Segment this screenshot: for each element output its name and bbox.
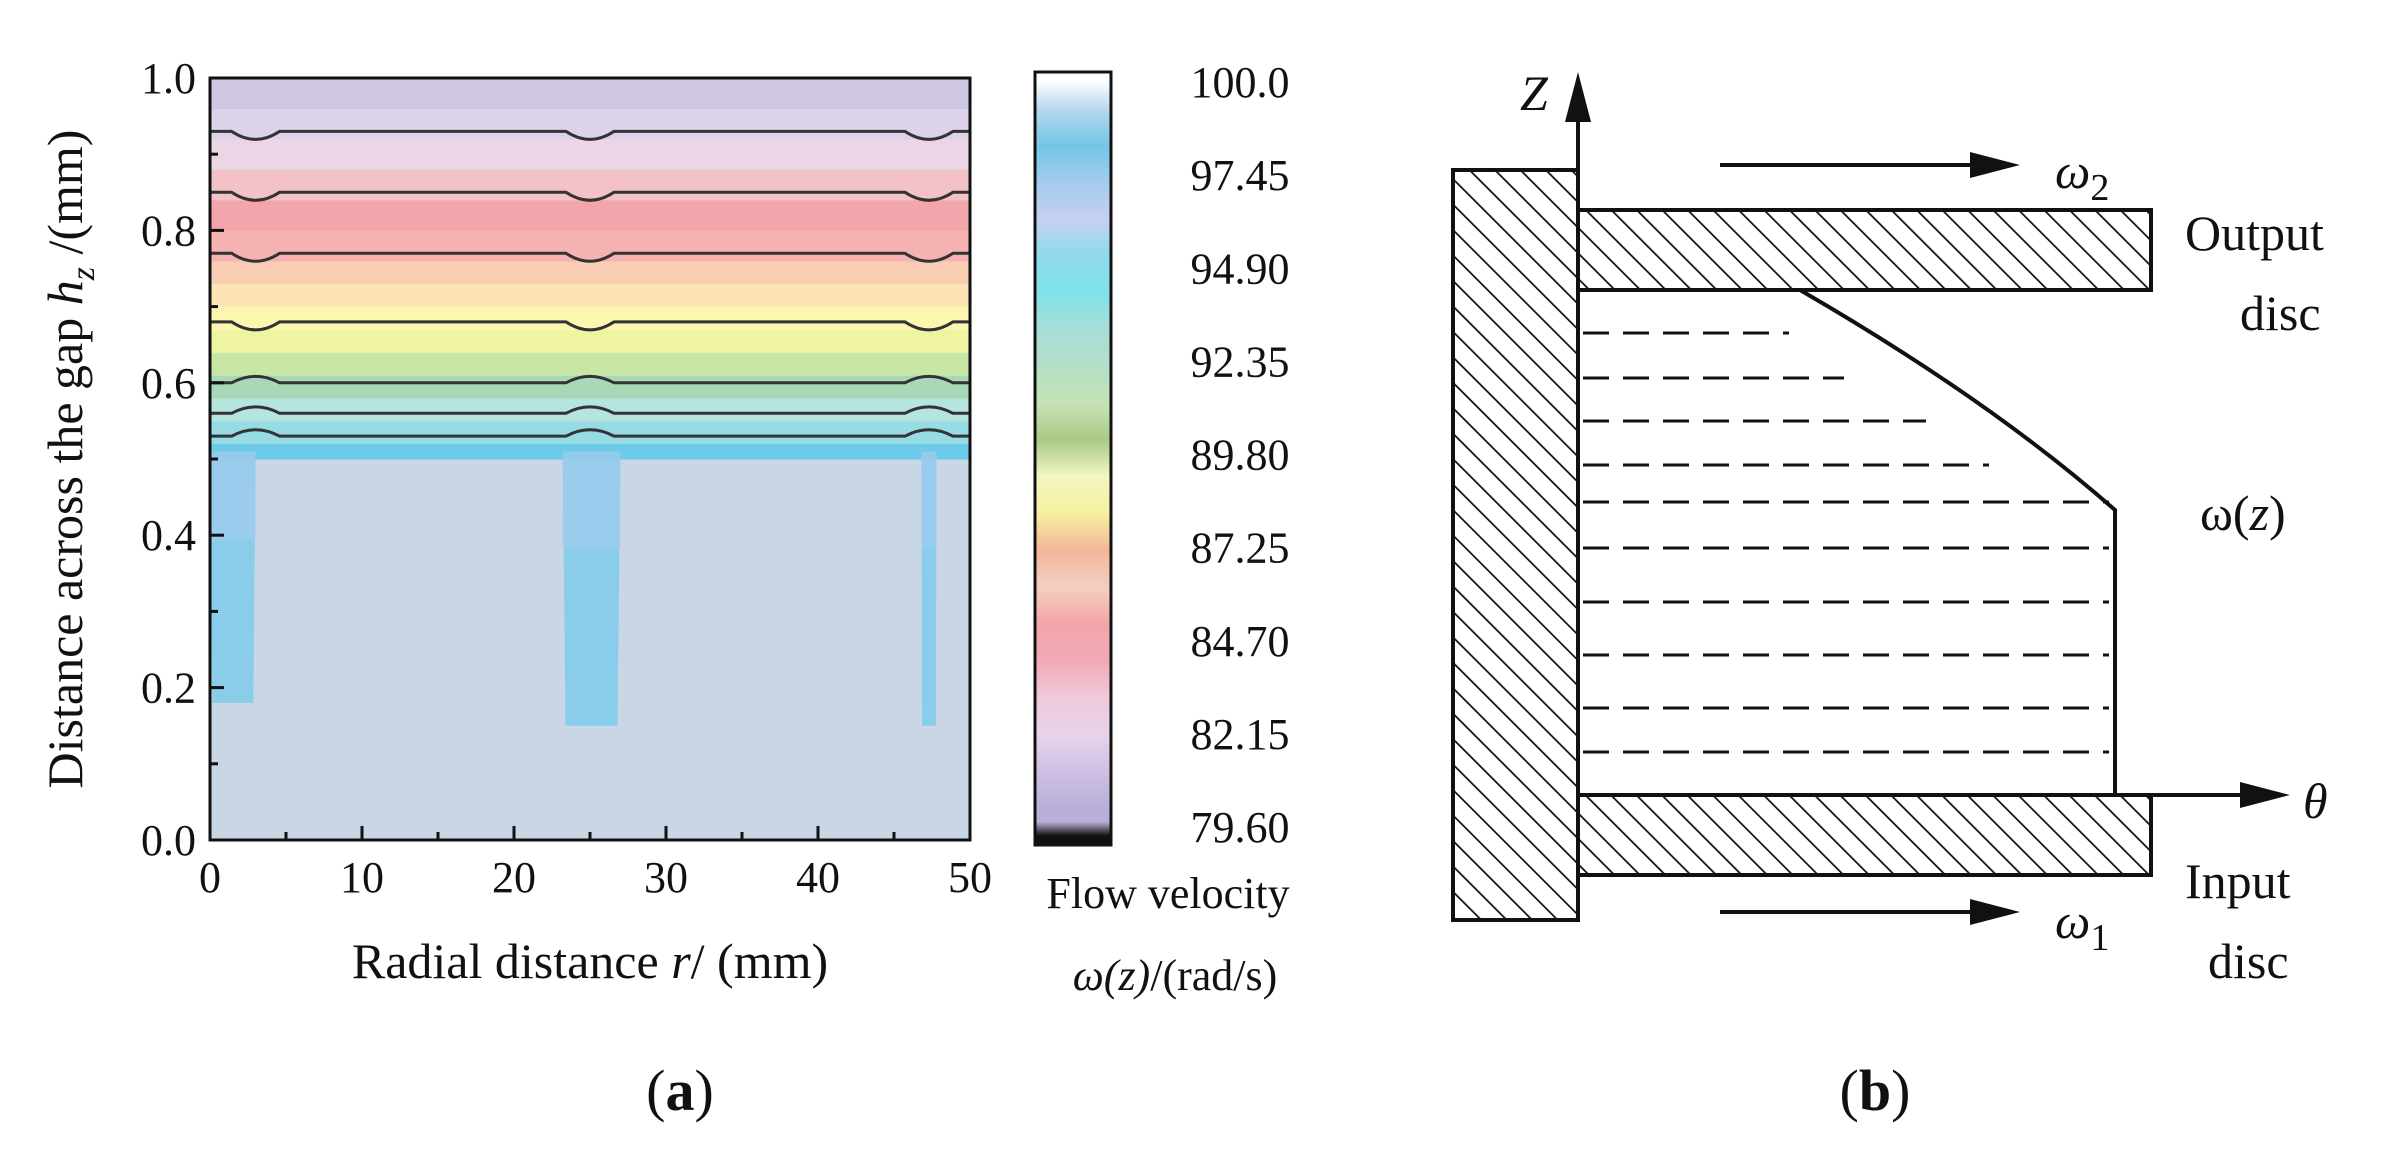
- contour-line-5: [210, 190, 970, 202]
- contour-band-2: [210, 398, 970, 422]
- pocket-top-shade-0: [210, 451, 256, 540]
- contour-band-6: [210, 306, 970, 330]
- contour-band-8: [210, 260, 970, 285]
- y-tick-label: 0.0: [141, 816, 196, 865]
- colorbar-gradient: [1033, 70, 1113, 847]
- z-axis-label: Z: [1520, 65, 1549, 121]
- profile-label: ω(z): [2200, 485, 2286, 541]
- contour-plot: 0 10 20 30 40 50 0.0 0.2 0.4 0.6 0.8 1.0 Radial di…: [37, 54, 992, 989]
- x-tick-label: 40: [796, 853, 840, 902]
- left-wall: [1451, 168, 1580, 922]
- y-axis-tick-labels: 0.0 0.2 0.4 0.6 0.8 1.0: [141, 54, 196, 865]
- omega2-label: ω2: [2055, 143, 2109, 209]
- panel-label-a: (a): [646, 1058, 714, 1123]
- x-tick-label: 50: [948, 853, 992, 902]
- pocket-top-shade-2: [921, 451, 937, 548]
- colorbar-tick-label: 84.70: [1191, 617, 1290, 666]
- y-axis-ticks: [210, 76, 224, 842]
- contour-band-1: [210, 420, 970, 445]
- contour-band-7: [210, 283, 970, 308]
- omega2-arrowhead: [1970, 152, 2020, 178]
- contour-line-4: [210, 251, 970, 263]
- colorbar-title-line1: Flow velocity: [1046, 869, 1289, 918]
- colorbar: 100.0 97.45 94.90 92.35 89.80 87.25 84.70 82.15…: [1033, 58, 1290, 1000]
- omega1-label: ω1: [2055, 893, 2109, 959]
- colorbar-tick-label: 79.60: [1191, 803, 1290, 852]
- contour-fill: [210, 78, 970, 840]
- contour-line-2: [210, 374, 970, 385]
- colorbar-tick-label: 87.25: [1191, 524, 1290, 573]
- contour-lines: [210, 129, 970, 438]
- contour-line-0: [210, 428, 970, 438]
- y-tick-label: 0.2: [141, 664, 196, 713]
- colorbar-tick-label: 82.15: [1191, 710, 1290, 759]
- x-tick-label: 20: [492, 853, 536, 902]
- z-axis-arrowhead: [1565, 72, 1591, 122]
- contour-line-1: [210, 405, 970, 415]
- velocity-profile-curve: [1798, 288, 2117, 795]
- contour-band-14: [210, 78, 970, 109]
- contour-band-12: [210, 138, 970, 170]
- input-disc-label-line2: disc: [2208, 933, 2289, 989]
- contour-band-11: [210, 169, 970, 201]
- input-disc: [1576, 793, 2153, 877]
- x-axis-title: Radial distance r/ (mm): [352, 933, 828, 989]
- output-disc-label-line2: disc: [2240, 285, 2321, 341]
- contour-band-5: [210, 329, 970, 353]
- output-disc: [1576, 208, 2153, 292]
- y-tick-label: 0.8: [141, 206, 196, 255]
- theta-axis-arrowhead: [2240, 782, 2290, 808]
- y-tick-label: 0.4: [141, 511, 196, 560]
- x-axis-ticks: [208, 826, 972, 840]
- input-disc-label-line1: Input: [2185, 853, 2291, 909]
- colorbar-title-line2: ω(z)/(rad/s): [1073, 951, 1278, 1000]
- x-tick-label: 30: [644, 853, 688, 902]
- schematic-diagram: Z θ ω2 ω1 Output disc Input disc ω(z): [1451, 65, 2328, 989]
- x-tick-label: 0: [199, 853, 221, 902]
- contour-band-3: [210, 375, 970, 399]
- contour-line-6: [210, 129, 970, 141]
- theta-axis-label: θ: [2303, 773, 2328, 829]
- colorbar-tick-label: 92.35: [1191, 337, 1290, 386]
- x-axis-tick-labels: 0 10 20 30 40 50: [199, 853, 992, 902]
- colorbar-tick-label: 89.80: [1191, 431, 1290, 480]
- y-tick-label: 0.6: [141, 359, 196, 408]
- colorbar-tick-labels: 100.0 97.45 94.90 92.35 89.80 87.25 84.70 82.15…: [1191, 58, 1290, 852]
- contour-band-10: [210, 199, 970, 231]
- output-disc-label-line1: Output: [2185, 205, 2324, 261]
- panel-label-b: (b): [1840, 1058, 1911, 1123]
- omega1-arrowhead: [1970, 899, 2020, 925]
- y-tick-label: 1.0: [141, 54, 196, 103]
- y-axis-title: Distance across the gap hz /(mm): [37, 130, 102, 789]
- velocity-profile-dashes: [1583, 331, 2109, 754]
- contour-band-13: [210, 108, 970, 140]
- contour-band-4: [210, 352, 970, 376]
- colorbar-tick-label: 97.45: [1191, 151, 1290, 200]
- pocket-top-shade-1: [562, 451, 621, 548]
- colorbar-tick-label: 100.0: [1191, 58, 1290, 107]
- x-tick-label: 10: [340, 853, 384, 902]
- contour-line-3: [210, 320, 970, 332]
- contour-band-9: [210, 230, 970, 262]
- colorbar-tick-label: 94.90: [1191, 244, 1290, 293]
